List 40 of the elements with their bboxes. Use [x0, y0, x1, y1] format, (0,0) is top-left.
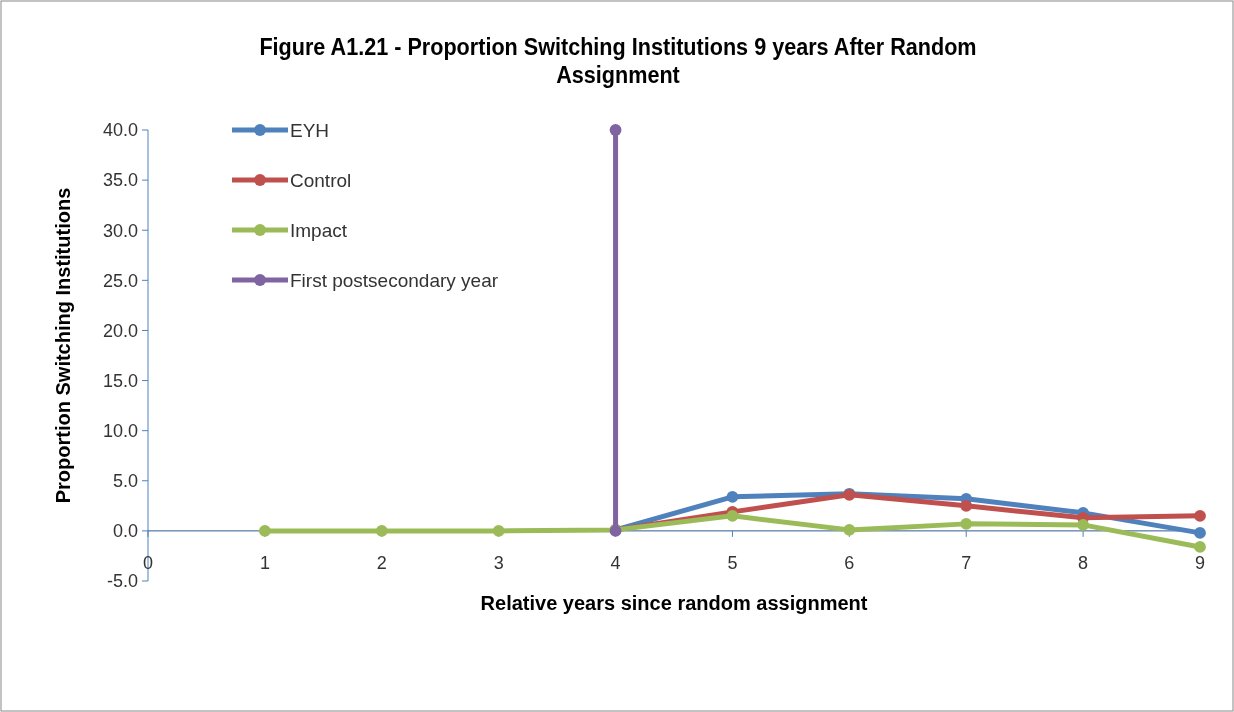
point — [1194, 509, 1206, 522]
y-tick-label: 35.0 — [102, 170, 138, 191]
y-tick-label: 40.0 — [102, 120, 138, 141]
point — [375, 524, 388, 537]
legend-label: EYH — [290, 119, 330, 141]
point — [258, 524, 271, 537]
point — [726, 509, 739, 522]
x-tick-label: 4 — [610, 552, 621, 573]
point — [726, 490, 739, 503]
x-tick-label: 6 — [844, 552, 855, 573]
point — [960, 517, 973, 530]
point — [1194, 526, 1206, 539]
x-tick-label: 8 — [1078, 552, 1089, 573]
y-tick-label: 15.0 — [102, 370, 138, 391]
x-tick-label: 1 — [259, 552, 270, 573]
y-tick-label: 30.0 — [102, 220, 138, 241]
y-tick-label: 0.0 — [112, 521, 138, 542]
point — [960, 499, 973, 512]
legend-label: Control — [290, 169, 352, 191]
y-tick-label: 20.0 — [102, 320, 138, 341]
legend-label: Impact — [290, 219, 348, 241]
point — [492, 524, 505, 537]
y-axis-title: Proportion Switching Institutions — [52, 187, 74, 504]
point — [1077, 518, 1090, 531]
x-tick-label: 5 — [727, 552, 738, 573]
y-tick-label: 10.0 — [102, 420, 138, 441]
point — [1194, 541, 1206, 553]
x-axis-title: Relative years since random assignment — [480, 592, 868, 614]
x-tick-label: 2 — [376, 552, 387, 573]
x-tick-label: 7 — [961, 552, 972, 573]
legend-label: First postsecondary year — [290, 269, 499, 291]
chart-title: Figure A1.21 - Proportion Switching Institutions 9 years After Random Assignment — [259, 32, 977, 89]
x-tick-label: 9 — [1194, 552, 1206, 573]
x-tick-label: 0 — [142, 552, 154, 573]
y-tick-label: -5.0 — [106, 571, 138, 592]
y-tick-label: 5.0 — [112, 471, 138, 492]
point — [609, 124, 622, 136]
point — [843, 523, 856, 536]
x-tick-label: 3 — [493, 552, 504, 573]
y-tick-label: 25.0 — [102, 270, 138, 291]
